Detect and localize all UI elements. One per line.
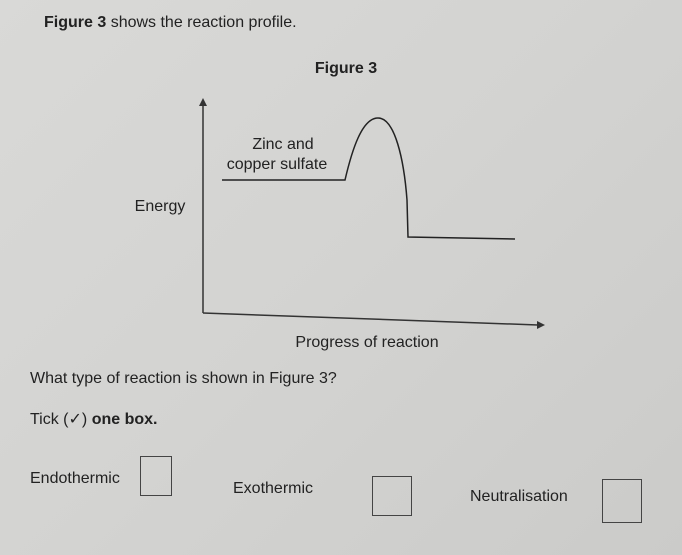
option-label: Endothermic [30, 470, 120, 487]
checkbox[interactable] [140, 456, 172, 496]
option-label: Neutralisation [470, 488, 568, 505]
option-label: Exothermic [233, 480, 314, 497]
checkbox[interactable] [372, 476, 412, 516]
instruction-bold: one box. [91, 411, 158, 428]
x-arrow [537, 321, 545, 329]
figure-title: Figure 3 [315, 60, 377, 77]
checkbox[interactable] [602, 479, 642, 523]
intro-text: shows the reaction profile. [110, 14, 297, 31]
reaction-profile: Figure 3 Zinc and copper sulfate Energy … [135, 60, 545, 351]
y-axis-label: Energy [135, 198, 186, 215]
intro: Figure 3 shows the reaction profile. [44, 14, 297, 32]
instruction: Tick (✓) one box. [30, 409, 157, 429]
x-axis-label: Progress of reaction [295, 334, 438, 351]
instruction-text: Tick (✓) [30, 411, 88, 428]
y-arrow [199, 98, 207, 106]
reactant-label: Zinc and [252, 136, 313, 153]
reactant-label: copper sulfate [227, 156, 328, 173]
energy-profile [222, 117, 516, 240]
x-axis [202, 312, 539, 326]
figure-ref: Figure 3 [44, 14, 107, 31]
question: What type of reaction is shown in Figure… [30, 370, 337, 387]
